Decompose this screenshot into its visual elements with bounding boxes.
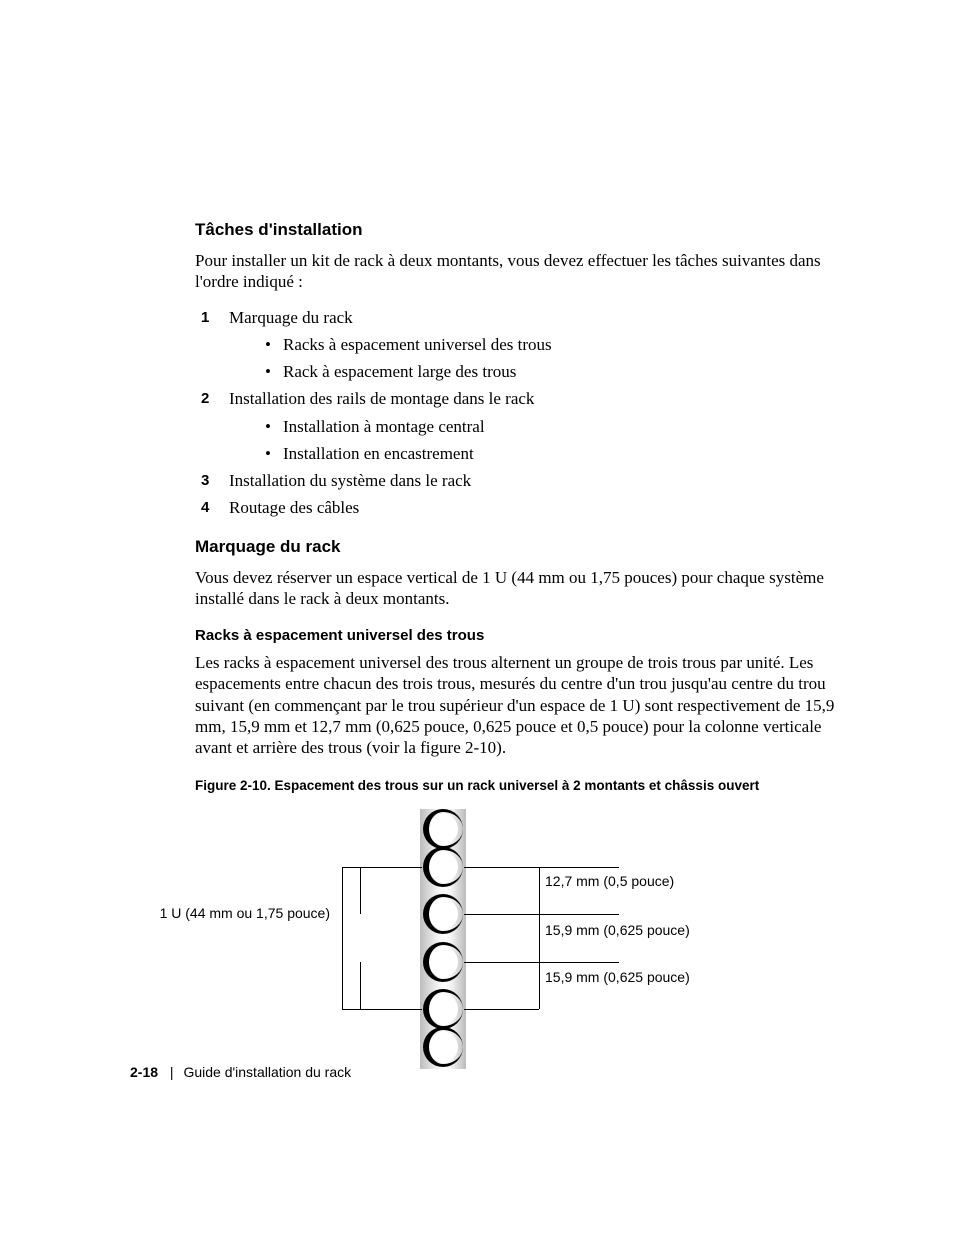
figure-caption: Figure 2-10. Espacement des trous sur un… xyxy=(195,778,854,793)
rack-hole-icon xyxy=(428,947,458,977)
dimension-line xyxy=(342,867,343,1009)
figure-rack-hole-spacing: 12,7 mm (0,5 pouce) 15,9 mm (0,625 pouce… xyxy=(195,809,855,1069)
rack-hole-icon xyxy=(428,1032,458,1062)
list-text: Installation du système dans le rack xyxy=(229,471,471,490)
list-item: Racks à espacement universel des trous xyxy=(265,334,854,355)
list-text: Installation à montage central xyxy=(283,417,485,436)
dimension-line xyxy=(464,962,619,963)
list-text: Installation des rails de montage dans l… xyxy=(229,389,534,408)
rack-hole-icon xyxy=(428,994,458,1024)
dimension-line xyxy=(342,1009,422,1010)
footer-separator: | xyxy=(170,1064,174,1080)
rack-hole-icon xyxy=(428,852,458,882)
list-item: 1 Marquage du rack Racks à espacement un… xyxy=(195,307,854,383)
dimension-line xyxy=(539,962,540,1009)
dimension-label: 1 U (44 mm ou 1,75 pouce) xyxy=(160,905,330,921)
paragraph-tasks-intro: Pour installer un kit de rack à deux mon… xyxy=(195,250,854,293)
dimension-line xyxy=(360,962,361,1009)
rack-hole-icon xyxy=(428,899,458,929)
bullet-list: Racks à espacement universel des trous R… xyxy=(265,334,854,383)
dimension-label: 12,7 mm (0,5 pouce) xyxy=(545,873,674,889)
dimension-line xyxy=(464,867,619,868)
paragraph-universal: Les racks à espacement universel des tro… xyxy=(195,652,854,758)
dimension-line xyxy=(464,1009,539,1010)
dimension-line xyxy=(360,867,361,914)
list-number: 4 xyxy=(201,497,209,518)
document-page: Tâches d'installation Pour installer un … xyxy=(0,0,954,1235)
list-number: 3 xyxy=(201,470,209,491)
dimension-line xyxy=(464,914,619,915)
dimension-line xyxy=(539,867,540,914)
heading-marking: Marquage du rack xyxy=(195,537,854,557)
dimension-line xyxy=(539,914,540,962)
heading-tasks: Tâches d'installation xyxy=(195,220,854,240)
heading-universal: Racks à espacement universel des trous xyxy=(195,627,854,644)
footer-title: Guide d'installation du rack xyxy=(183,1064,351,1080)
list-text: Installation en encastrement xyxy=(283,444,474,463)
ordered-list-tasks: 1 Marquage du rack Racks à espacement un… xyxy=(195,307,854,519)
dimension-label: 15,9 mm (0,625 pouce) xyxy=(545,922,690,938)
list-text: Marquage du rack xyxy=(229,308,353,327)
list-item: 3 Installation du système dans le rack xyxy=(195,470,854,491)
page-number: 2-18 xyxy=(130,1064,158,1080)
list-number: 1 xyxy=(201,307,209,328)
list-text: Racks à espacement universel des trous xyxy=(283,335,552,354)
list-item: 4 Routage des câbles xyxy=(195,497,854,518)
list-item: 2 Installation des rails de montage dans… xyxy=(195,388,854,464)
list-text: Routage des câbles xyxy=(229,498,359,517)
list-item: Installation en encastrement xyxy=(265,443,854,464)
paragraph-marking: Vous devez réserver un espace vertical d… xyxy=(195,567,854,610)
list-text: Rack à espacement large des trous xyxy=(283,362,516,381)
list-item: Rack à espacement large des trous xyxy=(265,361,854,382)
rack-hole-icon xyxy=(428,814,458,844)
page-footer: 2-18 | Guide d'installation du rack xyxy=(130,1064,351,1080)
list-item: Installation à montage central xyxy=(265,416,854,437)
bullet-list: Installation à montage central Installat… xyxy=(265,416,854,465)
list-number: 2 xyxy=(201,388,209,409)
dimension-label: 15,9 mm (0,625 pouce) xyxy=(545,969,690,985)
dimension-line xyxy=(342,867,422,868)
